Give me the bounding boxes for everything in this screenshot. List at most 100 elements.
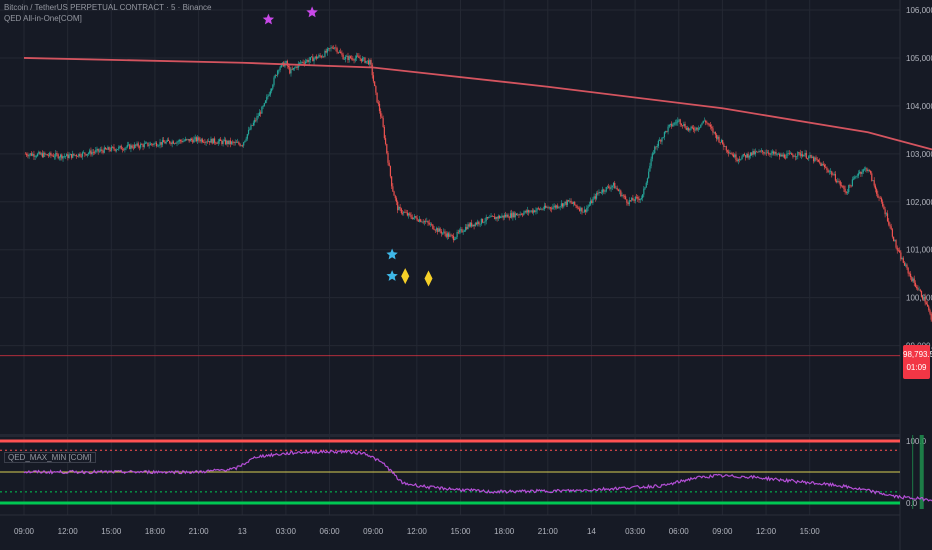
candle-body (177, 141, 179, 142)
candle-body (717, 136, 719, 139)
candle-body (342, 54, 344, 60)
signal-star-marker (306, 6, 318, 18)
candle-body (234, 142, 236, 144)
candle-body (141, 144, 143, 145)
candle-body (728, 151, 730, 154)
candle-body (67, 154, 69, 159)
candle-body (226, 140, 228, 145)
candle-body (334, 47, 336, 49)
candle-body (102, 150, 104, 153)
candle-body (261, 106, 263, 114)
candle-body (332, 48, 335, 49)
candle-body (884, 209, 886, 215)
candle-body (890, 226, 892, 230)
candle-body (511, 213, 513, 218)
candle-body (599, 191, 601, 193)
indicator-label[interactable]: QED All-in-One[COM] (4, 14, 82, 23)
candle-body (435, 228, 438, 231)
candle-body (808, 156, 810, 159)
candle-body (918, 289, 920, 291)
candle-body (461, 229, 463, 233)
candle-body (330, 47, 332, 49)
candle-body (836, 180, 838, 183)
candle-body (178, 140, 181, 142)
candle-body (635, 196, 638, 198)
candle-body (674, 122, 676, 124)
candle-body (913, 278, 915, 283)
candle-body (735, 154, 737, 161)
candle-body (101, 149, 103, 151)
candle-body (490, 215, 492, 218)
candle-body (877, 193, 879, 198)
candle-body (404, 211, 406, 213)
candle-body (774, 151, 776, 154)
candle-body (221, 141, 223, 144)
candle-body (399, 207, 401, 209)
candle-body (924, 296, 926, 303)
candle-body (521, 214, 524, 216)
candle-body (149, 143, 151, 146)
candle-body (839, 181, 841, 186)
candle-body (479, 223, 481, 225)
candle-body (200, 139, 202, 142)
candle-body (161, 140, 164, 145)
candle-body (724, 146, 726, 147)
candle-body (43, 152, 45, 158)
candle-body (694, 129, 696, 131)
candle-body (377, 102, 379, 104)
candle-body (810, 155, 812, 158)
candle-body (532, 210, 535, 213)
candle-body (338, 51, 341, 53)
candle-body (192, 140, 194, 143)
candle-body (267, 95, 269, 98)
candle-body (130, 145, 132, 149)
candle-body (518, 214, 520, 216)
candle-body (689, 128, 691, 131)
candle-body (289, 67, 291, 74)
candle-body (627, 202, 629, 205)
candle-body (742, 153, 744, 157)
candle-body (879, 197, 881, 199)
candle-body (464, 226, 467, 231)
candle-body (608, 186, 610, 188)
candle-body (278, 69, 280, 71)
candle-body (317, 57, 319, 59)
candle-body (656, 145, 658, 148)
candle-body (308, 60, 310, 62)
candle-body (207, 141, 210, 142)
signal-star-marker (262, 13, 275, 25)
candle-body (644, 187, 646, 189)
time-axis-label: 21:00 (189, 527, 210, 536)
oscillator-axis-label: 0.0 (906, 499, 918, 508)
candle-body (649, 165, 651, 172)
candle-body (638, 198, 640, 201)
candle-body (188, 138, 190, 142)
candle-body (100, 149, 102, 151)
candle-body (637, 196, 639, 199)
candle-body (849, 185, 851, 186)
candle-body (534, 210, 536, 213)
candle-body (432, 224, 434, 229)
oscillator-label[interactable]: QED_MAX_MIN [COM] (4, 452, 96, 463)
candle-body (789, 153, 792, 154)
candle-body (438, 228, 440, 232)
candle-body (446, 233, 449, 237)
candle-body (303, 62, 305, 64)
candle-body (150, 143, 153, 145)
candle-body (699, 127, 701, 129)
candle-body (785, 157, 787, 159)
candle-body (375, 86, 377, 93)
candle-body (81, 152, 84, 157)
candle-body (730, 153, 732, 155)
candle-body (135, 144, 137, 146)
candle-body (215, 142, 217, 144)
candle-body (622, 195, 624, 196)
candle-body (741, 156, 743, 160)
candle-body (280, 63, 282, 68)
signal-bar (919, 435, 924, 509)
candle-body (387, 152, 389, 163)
candle-body (515, 213, 518, 216)
candle-body (34, 156, 36, 158)
candle-body (666, 130, 668, 132)
